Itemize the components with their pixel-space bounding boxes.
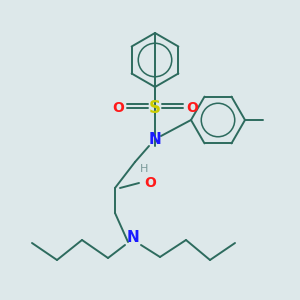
Text: O: O xyxy=(112,101,124,115)
Text: H: H xyxy=(140,164,148,174)
Text: S: S xyxy=(149,99,161,117)
Text: N: N xyxy=(148,133,161,148)
Text: O: O xyxy=(186,101,198,115)
Text: N: N xyxy=(127,230,140,244)
Text: O: O xyxy=(144,176,156,190)
